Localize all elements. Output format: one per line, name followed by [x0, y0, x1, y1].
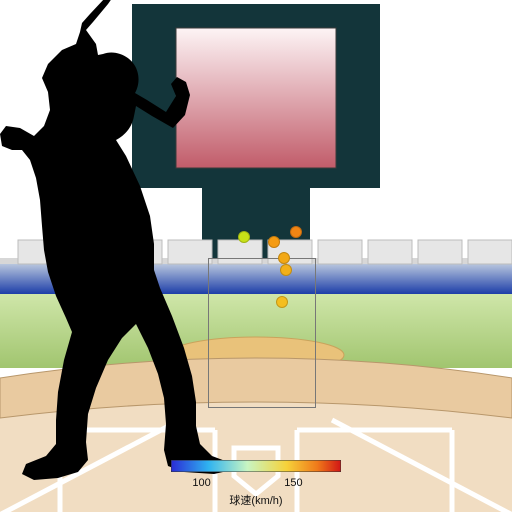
- legend-ticks: 100 150: [171, 477, 341, 491]
- strike-zone: [208, 258, 316, 408]
- legend-label: 球速(km/h): [171, 492, 341, 508]
- pitch-marker: [290, 226, 302, 238]
- legend-bar: [171, 460, 341, 472]
- pitch-location-chart: 100 150 球速(km/h): [0, 0, 512, 512]
- legend-tick: 100: [192, 477, 210, 489]
- legend-tick: 150: [284, 477, 302, 489]
- color-legend: 100 150 球速(km/h): [171, 459, 341, 508]
- stadium-background: [0, 0, 512, 512]
- pitch-marker: [278, 252, 290, 264]
- scoreboard-screen: [176, 28, 336, 168]
- pitch-marker: [268, 236, 280, 248]
- pitch-marker: [276, 296, 288, 308]
- pitch-marker: [280, 264, 292, 276]
- pitch-marker: [238, 231, 250, 243]
